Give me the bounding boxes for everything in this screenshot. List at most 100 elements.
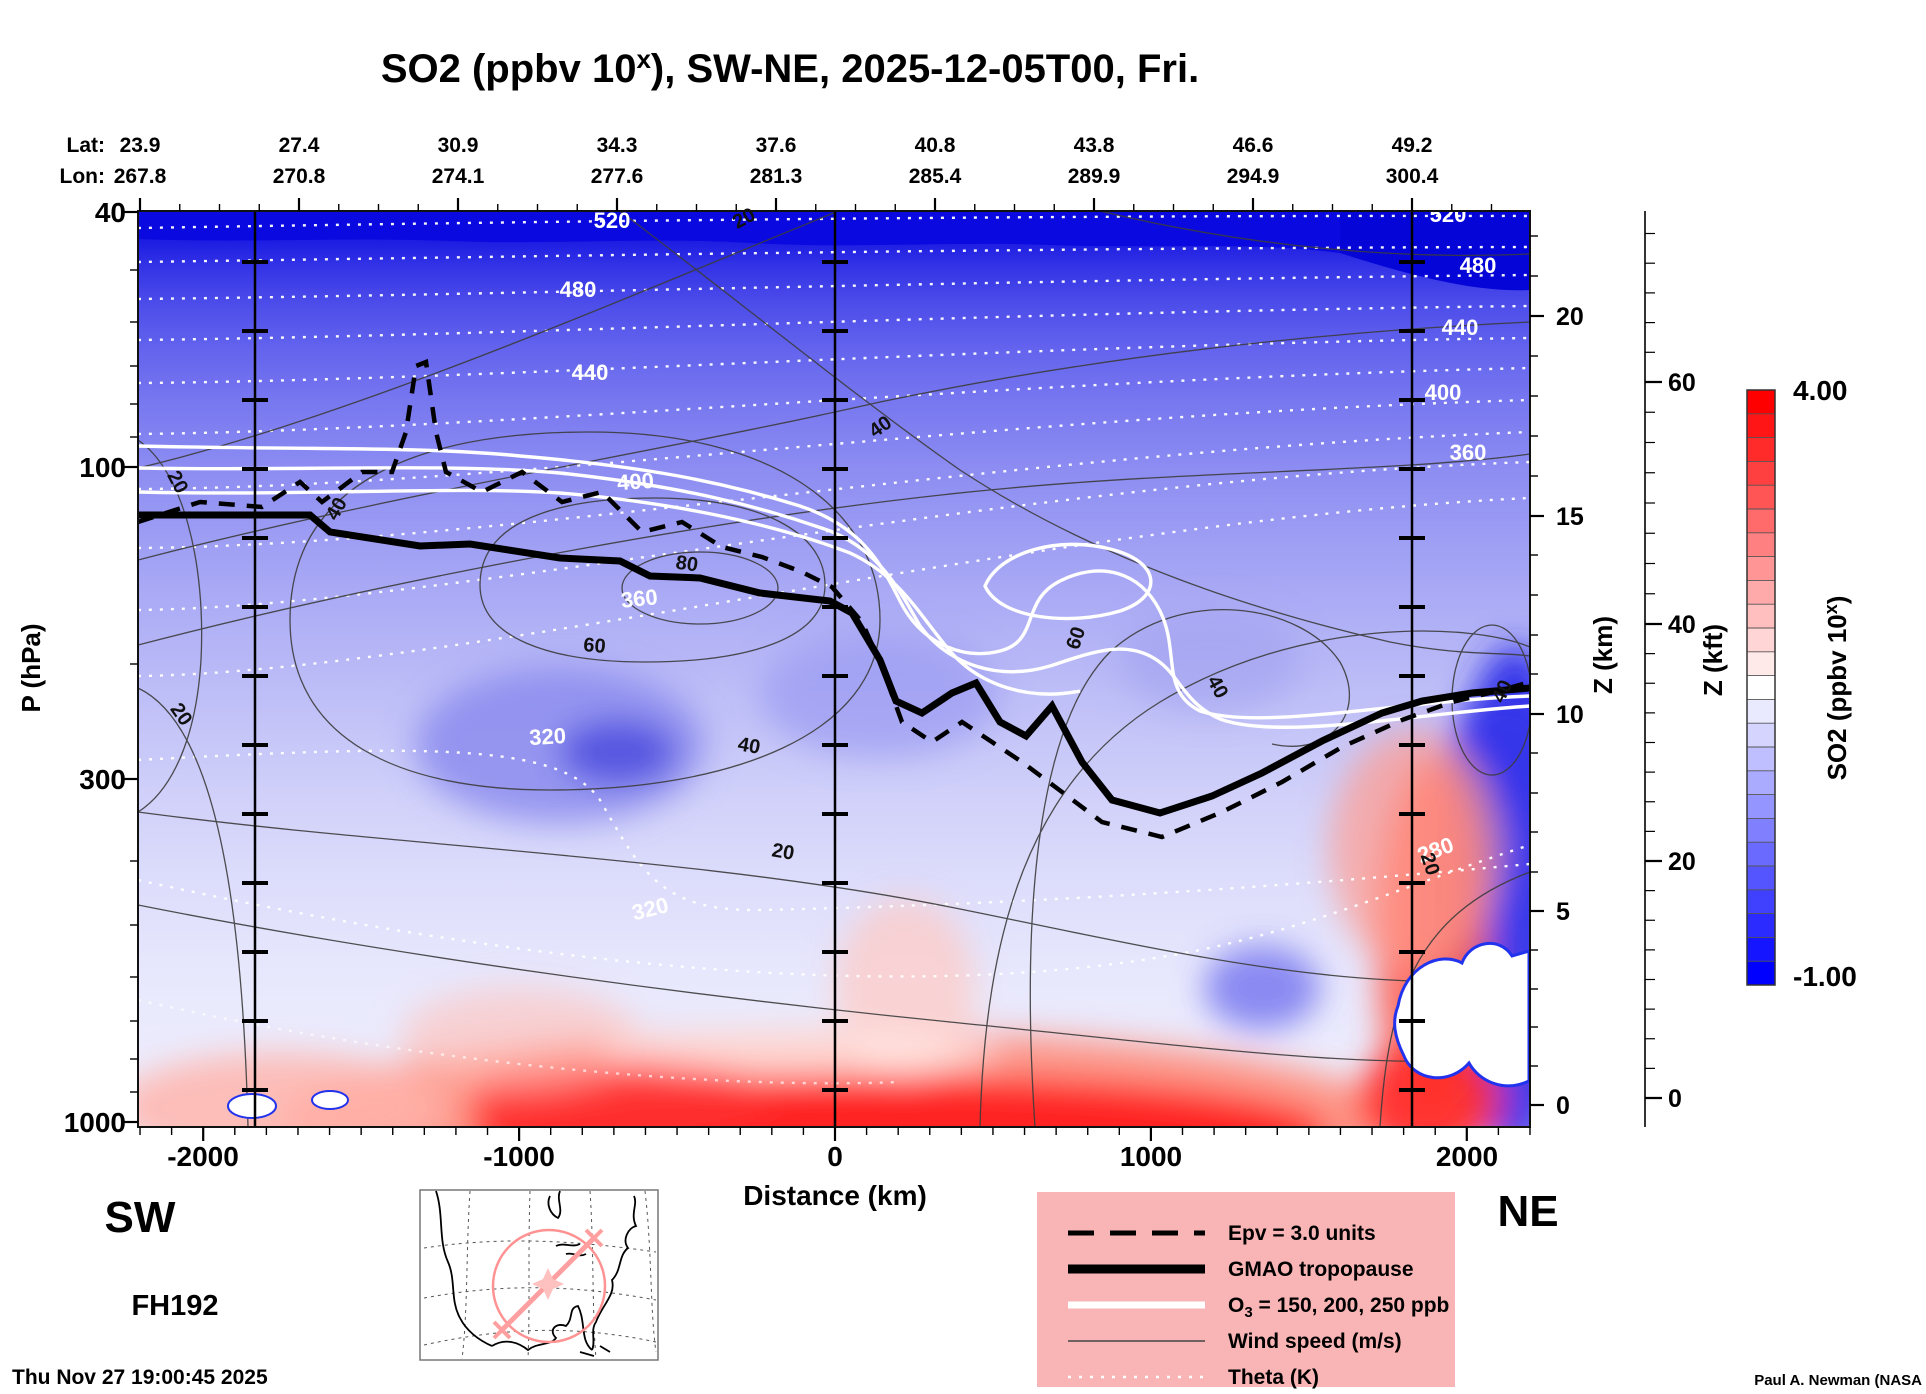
top-axis-lon-value: 277.6 (591, 165, 644, 188)
legend-item-epv: Epv = 3.0 units (1228, 1222, 1376, 1245)
colorbar-segment (1747, 437, 1775, 462)
colorbar-title: SO2 (ppbv 10x) (1821, 596, 1852, 781)
colorbar-min: -1.00 (1793, 961, 1857, 992)
p-axis-tick-label: 40 (95, 197, 126, 228)
p-axis-tick-label: 1000 (64, 1107, 126, 1138)
theta-contour-label: 440 (1442, 315, 1479, 340)
colorbar-segment (1747, 485, 1775, 510)
colorbar-segment (1747, 889, 1775, 915)
colorbar-segment (1747, 390, 1775, 415)
transect-marker-lines (242, 211, 1425, 1127)
theta-contour-label: 480 (1460, 253, 1497, 278)
map-center-star (532, 1268, 564, 1300)
top-axis-lon-value: 274.1 (432, 165, 485, 188)
tropopause-line (138, 511, 1530, 817)
map-graticule (423, 1190, 657, 1360)
theta-contour-label: 520 (1430, 202, 1467, 227)
top-axis-lat-value: 40.8 (915, 134, 956, 157)
top-axis-lat-value: 43.8 (1074, 134, 1115, 157)
colorbar-segment (1747, 413, 1775, 439)
wind-contour-label: 20 (770, 839, 796, 865)
top-right-dark-blob (1340, 211, 1530, 291)
wind-contour-label: 60 (582, 634, 606, 658)
colorbar-segment (1747, 556, 1775, 581)
theta-contour-label: 520 (594, 208, 631, 233)
colorbar-segment (1747, 604, 1775, 629)
p-axis-tick-label: 300 (79, 764, 126, 795)
y-axis-left-title: P (hPa) (16, 623, 46, 712)
credit-text: Paul A. Newman (NASA (1754, 1372, 1922, 1389)
white-cutout-spot (227, 1093, 277, 1119)
axis-ticks (124, 198, 1662, 1141)
ne-endpoint-label: NE (1497, 1187, 1558, 1236)
colorbar-segment (1747, 532, 1775, 558)
top-axis-lon-value: 300.4 (1386, 165, 1439, 188)
white-cutout-blob (1393, 941, 1530, 1088)
colorbar-segment (1747, 723, 1775, 748)
top-axis-lat-value: 30.9 (438, 134, 479, 157)
zkm-axis-tick-label: 15 (1556, 503, 1584, 531)
theta-contour-label: 400 (1425, 380, 1462, 405)
map-coastline (435, 1190, 638, 1357)
zkm-axis-tick-label: 10 (1556, 701, 1584, 729)
legend-item-wind: Wind speed (m/s) (1228, 1330, 1402, 1353)
theta-contour-label: 400 (616, 468, 654, 496)
lon-row-label: Lon: (60, 165, 105, 188)
colorbar-segment (1747, 651, 1775, 677)
colorbar-segment (1747, 461, 1775, 486)
theta-contour-label: 480 (560, 277, 597, 302)
zkft-axis-tick-label: 60 (1668, 369, 1696, 397)
colorbar-segment (1747, 699, 1775, 724)
colorbar-segment (1747, 794, 1775, 819)
top-axis-lon-value: 289.9 (1068, 165, 1121, 188)
colorbar-segment (1747, 866, 1775, 891)
colorbar-segment (1747, 675, 1775, 700)
wind-contour-label: 80 (674, 552, 699, 577)
zkft-axis-tick-label: 20 (1668, 848, 1696, 876)
colorbar-segment (1747, 913, 1775, 938)
x-axis-tick-label: -2000 (167, 1141, 239, 1172)
p-axis-tick-label: 100 (79, 452, 126, 483)
map-range-circle (491, 1228, 607, 1344)
x-axis-title: Distance (km) (743, 1180, 927, 1211)
x-axis-tick-label: -1000 (483, 1141, 555, 1172)
white-cutout-spot (311, 1090, 349, 1110)
map-inset-border (419, 1189, 659, 1361)
legend-item-ozone: O3 = 150, 200, 250 ppb (1228, 1294, 1449, 1321)
zkft-axis-tick-label: 40 (1668, 611, 1696, 639)
x-axis-tick-label: 2000 (1436, 1141, 1498, 1172)
zkm-axis-tick-label: 0 (1556, 1092, 1570, 1120)
wind-contour-label: 40 (736, 733, 762, 759)
colorbar (1747, 390, 1775, 986)
map-endpoint-x-markers (492, 1228, 604, 1340)
sw-endpoint-label: SW (105, 1193, 176, 1242)
legend-item-theta: Theta (K) (1228, 1366, 1319, 1389)
colorbar-border (1746, 389, 1776, 986)
colorbar-segment (1747, 937, 1775, 962)
y-axis-km-title: Z (km) (1588, 616, 1618, 694)
top-axis-lat-value: 27.4 (279, 134, 320, 157)
top-axis-lon-value: 267.8 (114, 165, 167, 188)
theta-contour-label: 320 (529, 723, 567, 750)
lat-row-label: Lat: (67, 134, 106, 157)
epv-contour (138, 358, 1530, 840)
top-axis-lat-value: 23.9 (120, 134, 161, 157)
colorbar-segment (1747, 818, 1775, 843)
map-inset (419, 1189, 659, 1361)
theta-contours (138, 214, 1530, 1085)
zkft-axis-tick-label: 0 (1668, 1085, 1682, 1113)
forecast-hour-label: FH192 (131, 1290, 218, 1322)
top-axis-lat-value: 37.6 (756, 134, 797, 157)
colorbar-segment (1747, 628, 1775, 653)
creation-timestamp: Thu Nov 27 19:00:45 2025 (12, 1366, 268, 1389)
wind-speed-contours (138, 211, 1530, 1127)
zkm-axis-tick-label: 5 (1556, 898, 1570, 926)
top-axis-lon-value: 270.8 (273, 165, 326, 188)
axis-tick-labels: 23.9 267.8 27.4 270.8 30.9 274.1 34.3 277.6 37.6… (64, 134, 1696, 1172)
contour-labels: 5204804404003603203205204804404003602802… (162, 202, 1517, 925)
theta-contour-label: 360 (620, 584, 659, 613)
top-axis-lon-value: 285.4 (909, 165, 962, 188)
top-axis-lat-value: 49.2 (1392, 134, 1433, 157)
